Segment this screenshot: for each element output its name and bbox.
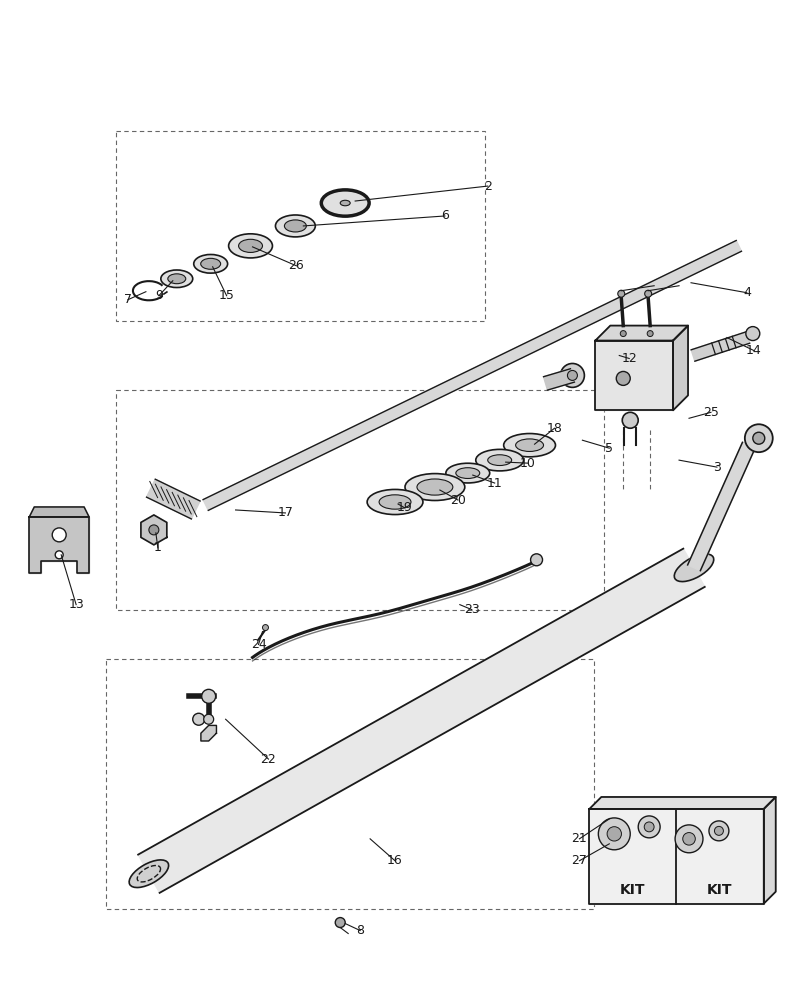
- Circle shape: [52, 528, 66, 542]
- Circle shape: [148, 525, 159, 535]
- Ellipse shape: [229, 234, 272, 258]
- Ellipse shape: [321, 190, 369, 216]
- Circle shape: [745, 327, 759, 341]
- Polygon shape: [594, 326, 687, 341]
- Text: 6: 6: [440, 209, 448, 222]
- Text: 24: 24: [251, 638, 266, 651]
- Circle shape: [708, 821, 728, 841]
- Text: 17: 17: [277, 506, 293, 519]
- Circle shape: [262, 625, 268, 631]
- Ellipse shape: [161, 270, 192, 288]
- Text: 14: 14: [745, 344, 761, 357]
- Text: 22: 22: [260, 753, 276, 766]
- Ellipse shape: [673, 554, 713, 582]
- Text: 15: 15: [218, 289, 234, 302]
- Ellipse shape: [200, 258, 221, 269]
- Text: 11: 11: [487, 477, 502, 490]
- Bar: [116, 390, 603, 610]
- Text: KIT: KIT: [619, 883, 644, 897]
- Ellipse shape: [367, 489, 423, 515]
- Polygon shape: [138, 549, 704, 893]
- Text: 16: 16: [387, 854, 402, 867]
- Circle shape: [752, 432, 764, 444]
- Bar: [116, 131, 484, 321]
- Text: 25: 25: [702, 406, 718, 419]
- Text: 26: 26: [288, 259, 304, 272]
- Circle shape: [744, 424, 772, 452]
- Circle shape: [530, 554, 542, 566]
- Circle shape: [55, 551, 63, 559]
- Circle shape: [192, 713, 204, 725]
- Polygon shape: [543, 369, 573, 390]
- Ellipse shape: [445, 463, 489, 483]
- Text: 1: 1: [154, 541, 161, 554]
- Ellipse shape: [340, 200, 350, 206]
- Text: 2: 2: [483, 180, 491, 193]
- Text: 3: 3: [712, 461, 720, 474]
- Ellipse shape: [168, 274, 186, 284]
- Text: 7: 7: [124, 293, 132, 306]
- Circle shape: [644, 290, 651, 297]
- Ellipse shape: [129, 860, 169, 888]
- Polygon shape: [763, 797, 775, 904]
- Circle shape: [621, 412, 637, 428]
- Polygon shape: [687, 442, 754, 571]
- Ellipse shape: [284, 220, 306, 232]
- Text: 19: 19: [397, 501, 412, 514]
- Polygon shape: [141, 515, 166, 545]
- Polygon shape: [589, 797, 775, 809]
- Ellipse shape: [417, 479, 453, 495]
- Ellipse shape: [455, 468, 479, 478]
- Polygon shape: [200, 725, 217, 741]
- Ellipse shape: [475, 449, 523, 471]
- Text: 18: 18: [546, 422, 562, 435]
- Circle shape: [637, 816, 659, 838]
- Polygon shape: [589, 809, 763, 904]
- Text: 4: 4: [742, 286, 750, 299]
- Circle shape: [714, 826, 723, 835]
- Ellipse shape: [275, 215, 315, 237]
- Ellipse shape: [379, 495, 410, 509]
- Text: 12: 12: [620, 352, 637, 365]
- Text: KIT: KIT: [706, 883, 732, 897]
- Text: 9: 9: [155, 289, 162, 302]
- Polygon shape: [594, 341, 672, 410]
- Circle shape: [682, 833, 694, 845]
- Circle shape: [607, 827, 620, 841]
- Text: 20: 20: [449, 494, 466, 507]
- Text: 10: 10: [519, 457, 535, 470]
- Circle shape: [616, 371, 629, 385]
- Ellipse shape: [515, 439, 543, 451]
- Circle shape: [567, 370, 577, 380]
- Circle shape: [598, 818, 629, 850]
- Text: 27: 27: [571, 854, 586, 867]
- Polygon shape: [203, 240, 740, 510]
- Circle shape: [617, 290, 624, 297]
- Text: 21: 21: [571, 832, 586, 845]
- Polygon shape: [29, 517, 89, 573]
- Circle shape: [204, 714, 213, 724]
- Ellipse shape: [194, 254, 227, 273]
- Text: 23: 23: [463, 603, 479, 616]
- Ellipse shape: [503, 434, 555, 457]
- Bar: [106, 659, 594, 909]
- Text: 8: 8: [356, 924, 363, 937]
- Circle shape: [201, 689, 216, 703]
- Polygon shape: [146, 479, 200, 519]
- Circle shape: [620, 331, 625, 337]
- Circle shape: [335, 918, 345, 928]
- Circle shape: [674, 825, 702, 853]
- Text: 5: 5: [604, 442, 612, 455]
- Ellipse shape: [487, 455, 511, 466]
- Polygon shape: [672, 326, 687, 410]
- Ellipse shape: [405, 474, 464, 500]
- Circle shape: [560, 363, 584, 387]
- Circle shape: [646, 331, 652, 337]
- Polygon shape: [690, 332, 749, 361]
- Polygon shape: [29, 507, 89, 517]
- Circle shape: [643, 822, 654, 832]
- Text: 13: 13: [68, 598, 84, 611]
- Ellipse shape: [238, 239, 262, 252]
